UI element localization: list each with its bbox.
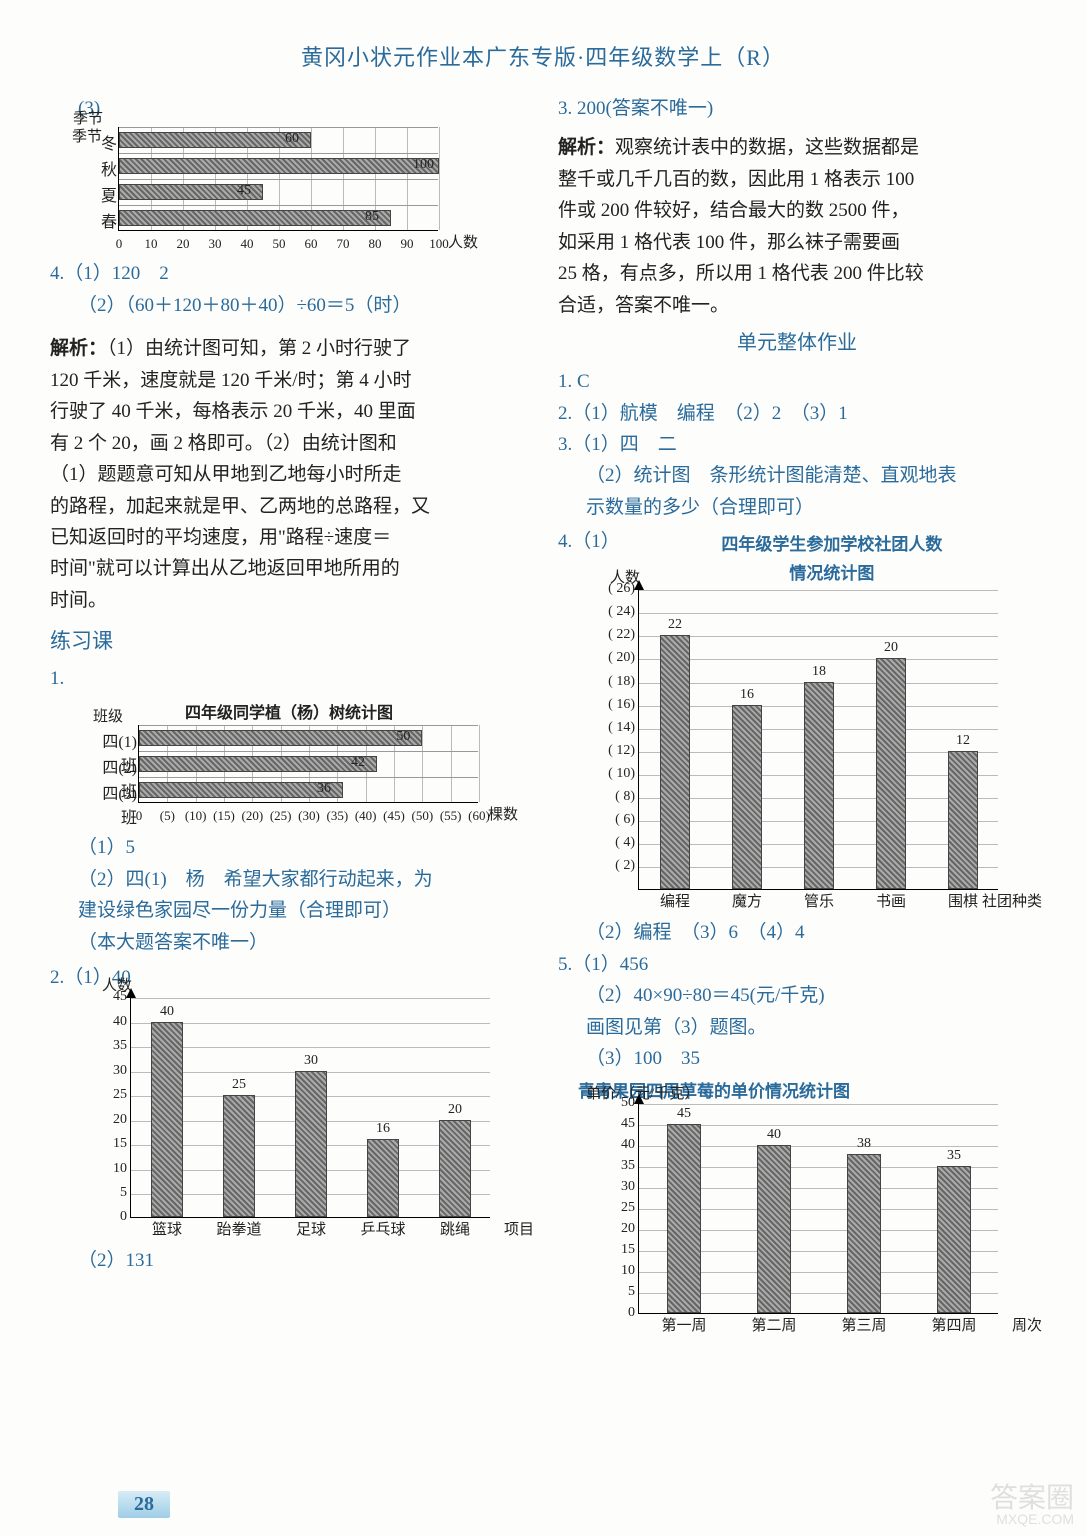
u3a: 3.（1）四 二	[558, 430, 1036, 459]
ana-l8: 时间"就可以计算出从乙地返回甲地所用的	[50, 554, 528, 583]
ana-l2: 120 千米，速度就是 120 千米/时；第 4 小时	[50, 366, 528, 395]
r-ana-l5: 25 格，有点多，所以用 1 格代表 200 件比较	[558, 259, 1036, 288]
r-ana-l4: 如采用 1 格代表 100 件，那么袜子需要画	[558, 228, 1036, 257]
left-column: (3) 季节 0102030405060708090100冬60秋100夏45春…	[50, 92, 528, 1340]
r-q3: 3. 200(答案不唯一)	[558, 94, 1036, 123]
u5-1: 5.（1）456	[558, 950, 1036, 979]
watermark-sub: MXQE.COM	[990, 1512, 1074, 1526]
r-ana-l6: 合适，答案不唯一。	[558, 291, 1036, 320]
ana-l9: 时间。	[50, 586, 528, 615]
chart4: ( 2)( 4)( 6)( 8)( 10)( 12)( 14)( 16)( 18…	[638, 590, 998, 890]
q4-line2: （2）（60＋120＋80＋40）÷60＝5（时）	[50, 291, 528, 320]
u5-2: （2）40×90÷80＝45(元/千克)	[558, 981, 1036, 1010]
u5-4: （3）100 35	[558, 1044, 1036, 1073]
p1-2a: （2）四(1) 杨 希望大家都行动起来，为	[50, 865, 528, 894]
u3c: 示数量的多少（合理即可）	[558, 493, 1036, 522]
r-ana-t: 解析：	[558, 137, 615, 158]
q4-line1: 4.（1）120 2	[50, 259, 528, 288]
u1: 1. C	[558, 367, 1036, 396]
watermark-main: 答案圈	[990, 1482, 1074, 1513]
ana-l3: 行驶了 40 千米，每格表示 20 千米，40 里面	[50, 397, 528, 426]
ana-l7: 已知返回时的平均速度，用"路程÷速度＝	[50, 523, 528, 552]
u4-label: 4.（1）	[558, 526, 620, 553]
chart2: 0(5)(10)(15)(20)(25)(30)(35)(40)(45)(50)…	[138, 725, 478, 803]
r-ana-l3: 件或 200 件较好，结合最大的数 2500 件，	[558, 196, 1036, 225]
q3-label: (3)	[50, 94, 528, 123]
u4-2: （2）编程 （3）6 （4）4	[558, 918, 1036, 947]
page-header: 黄冈小状元作业本广东专版·四年级数学上（R）	[50, 40, 1036, 72]
r-ana-l1: 观察统计表中的数据，这些数据都是	[615, 137, 919, 158]
p1-1: （1）5	[50, 833, 528, 862]
ana-l1: （1）由统计图可知，第 2 小时行驶了	[107, 338, 411, 359]
chart5: 0510152025303540455045第一周40第二周38第三周35第四周…	[638, 1104, 998, 1314]
watermark: 答案圈 MXQE.COM	[990, 1484, 1074, 1526]
chart1: 0102030405060708090100冬60秋100夏45春85季节人数	[118, 127, 438, 231]
chart4-title2: 情况统计图	[628, 559, 1036, 584]
unit-title: 单元整体作业	[558, 328, 1036, 359]
p1-2c: （本大题答案不唯一）	[50, 928, 528, 957]
p2-2: （2）131	[50, 1246, 528, 1275]
ana-l4: 有 2 个 20，画 2 格即可。（2）由统计图和	[50, 429, 528, 458]
u2: 2.（1）航模 编程 （2）2 （3）1	[558, 399, 1036, 428]
chart3: 05101520253035404540篮球25跆拳道30足球16乒乓球20跳绳…	[130, 998, 490, 1218]
p1-num: 1.	[50, 664, 528, 693]
practice-title: 练习课	[50, 625, 528, 658]
u3b: （2）统计图 条形统计图能清楚、直观地表	[558, 461, 1036, 490]
r-ana-l2: 整千或几千几百的数，因此用 1 格表示 100	[558, 165, 1036, 194]
p1-2b: 建设绿色家园尽一份力量（合理即可）	[50, 896, 528, 925]
analysis-title: 解析：	[50, 338, 107, 359]
ana-l6: 的路程，加起来就是甲、乙两地的总路程，又	[50, 492, 528, 521]
chart4-title1: 四年级学生参加学校社团人数	[628, 530, 1036, 555]
ana-l5: （1）题题意可知从甲地到乙地每小时所走	[50, 460, 528, 489]
right-column: 3. 200(答案不唯一) 解析：观察统计表中的数据，这些数据都是 整千或几千几…	[558, 92, 1036, 1340]
u5-3: 画图见第（3）题图。	[558, 1013, 1036, 1042]
page-number: 28	[118, 1491, 170, 1518]
